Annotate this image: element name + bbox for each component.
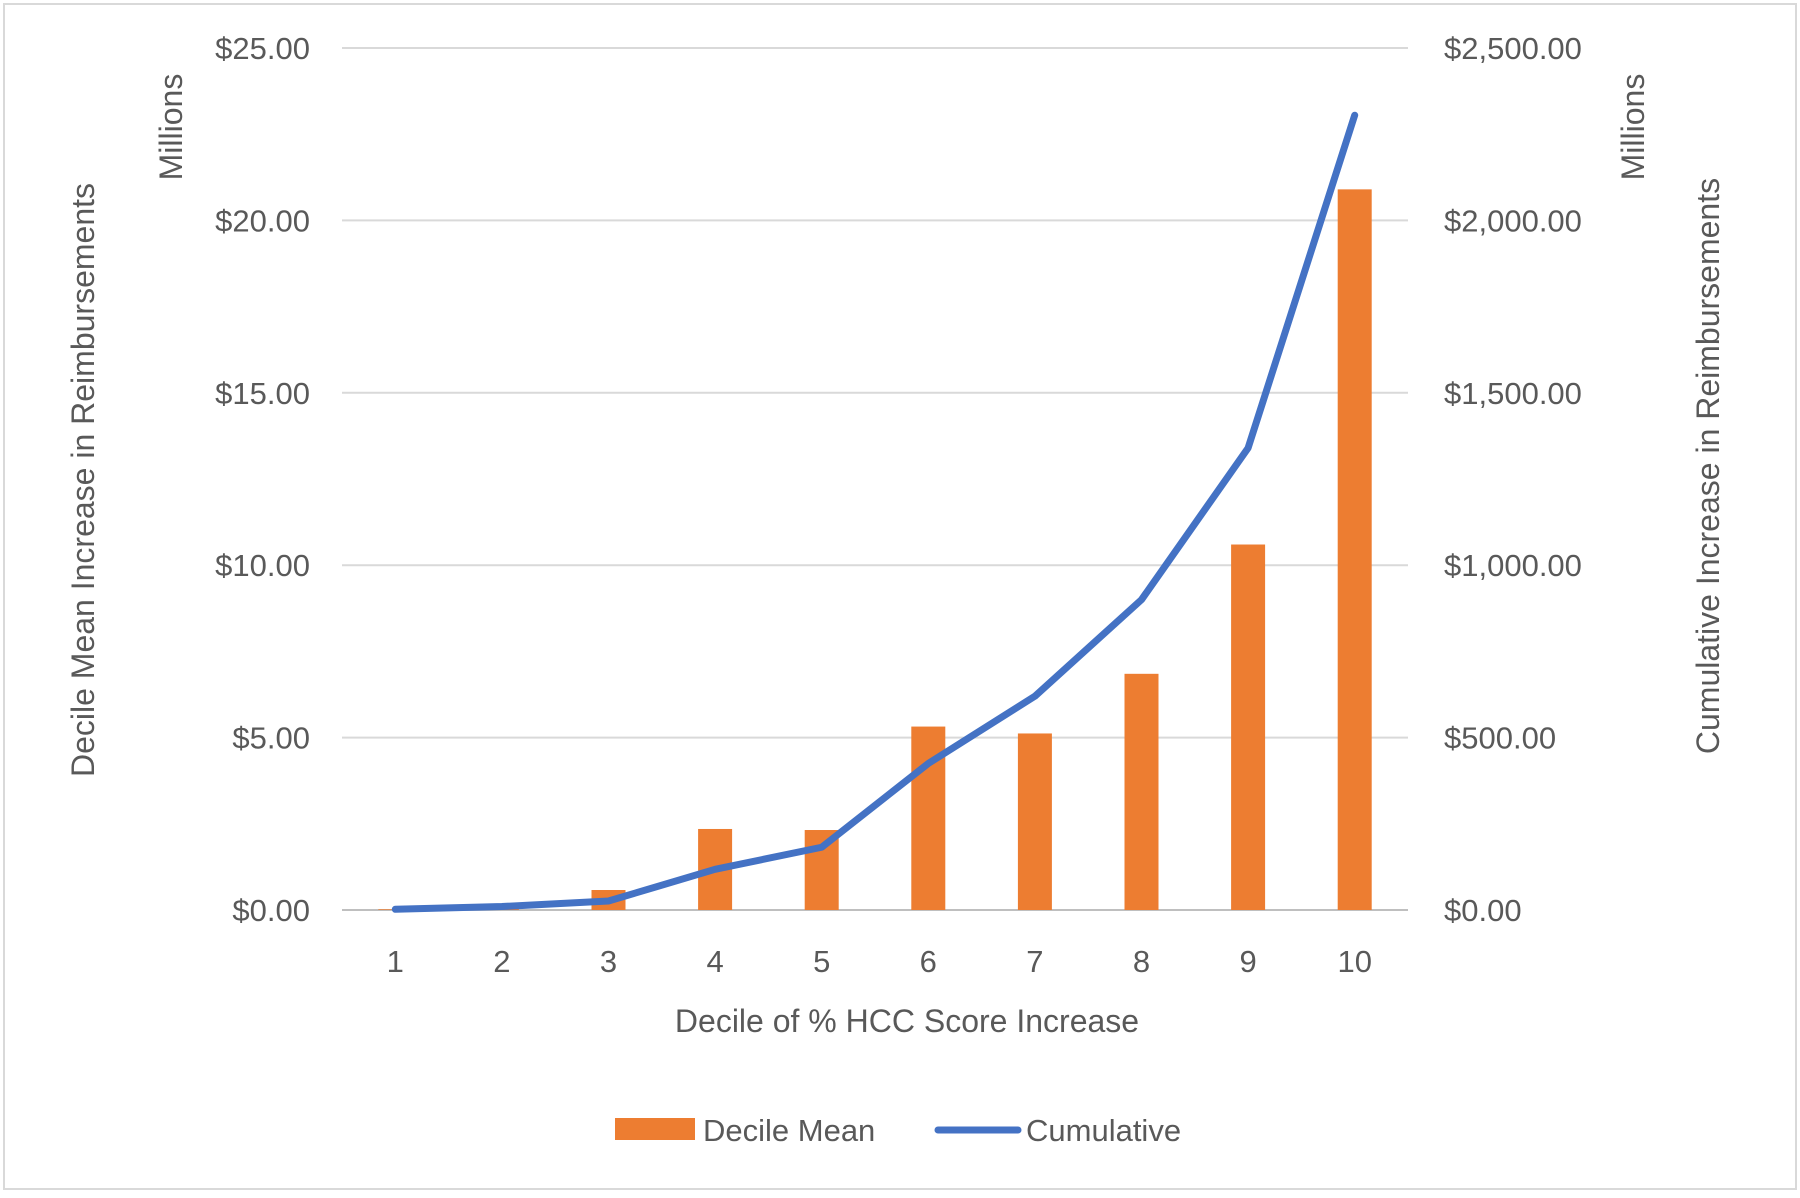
x-axis-tick-label: 3: [600, 944, 617, 979]
tick-labels: $0.00 $0.00 $5.00 $500.00 $10.00 $1,000.00 $15…: [215, 31, 1582, 979]
x-axis-tick-label: 10: [1337, 944, 1371, 979]
right-axis-tick-label: $500.00: [1444, 721, 1556, 756]
bar-decile-mean: [1337, 189, 1372, 911]
left-axis-tick-label: $10.00: [215, 548, 310, 583]
left-axis-tick-label: $5.00: [232, 721, 310, 756]
left-axis-tick-label: $20.00: [215, 203, 310, 238]
point-cumulative: [1031, 693, 1038, 700]
line-series: [391, 111, 1359, 913]
left-axis-tick-label: $0.00: [232, 893, 310, 928]
legend-label-cumulative: Cumulative: [1026, 1113, 1181, 1148]
left-axis-unit-label: Millions: [153, 74, 189, 181]
right-axis-tick-label: $1,000.00: [1444, 548, 1582, 583]
right-axis-tick-label: $0.00: [1444, 893, 1522, 928]
x-axis-title: Decile of % HCC Score Increase: [675, 1003, 1139, 1039]
point-cumulative: [1245, 444, 1252, 451]
point-cumulative: [392, 906, 399, 913]
left-axis-title: Decile Mean Increase in Reimbursements: [65, 183, 101, 777]
right-axis-tick-label: $2,000.00: [1444, 203, 1582, 238]
x-axis-tick-label: 2: [493, 944, 510, 979]
x-axis-tick-label: 9: [1239, 944, 1256, 979]
line-cumulative: [391, 111, 1359, 913]
legend-label-decile-mean: Decile Mean: [703, 1113, 875, 1148]
point-cumulative: [712, 866, 719, 873]
point-cumulative: [1351, 112, 1358, 119]
legend-swatch-decile-mean: [615, 1118, 695, 1140]
x-axis-tick-label: 4: [706, 944, 723, 979]
gridlines: [342, 47, 1408, 911]
left-axis-tick-label: $15.00: [215, 376, 310, 411]
bar-decile-mean: [1017, 733, 1052, 910]
right-axis-tick-label: $2,500.00: [1444, 31, 1582, 66]
x-axis-tick-label: 8: [1133, 944, 1150, 979]
x-axis-tick-label: 6: [920, 944, 937, 979]
point-cumulative: [605, 898, 612, 905]
legend: Decile Mean Cumulative: [615, 1113, 1181, 1148]
bar-decile-mean: [1124, 673, 1159, 910]
point-cumulative: [498, 903, 505, 910]
bar-series: [378, 189, 1372, 911]
x-axis-tick-label: 7: [1026, 944, 1043, 979]
point-cumulative: [818, 844, 825, 851]
bar-decile-mean: [1231, 544, 1266, 910]
right-axis-unit-label: Millions: [1615, 74, 1651, 181]
point-cumulative: [925, 760, 932, 767]
right-axis-tick-label: $1,500.00: [1444, 376, 1582, 411]
left-axis-tick-label: $25.00: [215, 31, 310, 66]
x-axis-tick-label: 1: [387, 944, 404, 979]
chart-border: [3, 3, 1797, 1190]
x-axis-tick-label: 5: [813, 944, 830, 979]
point-cumulative: [1138, 596, 1145, 603]
right-axis-title: Cumulative Increase in Reimbursements: [1690, 178, 1726, 754]
